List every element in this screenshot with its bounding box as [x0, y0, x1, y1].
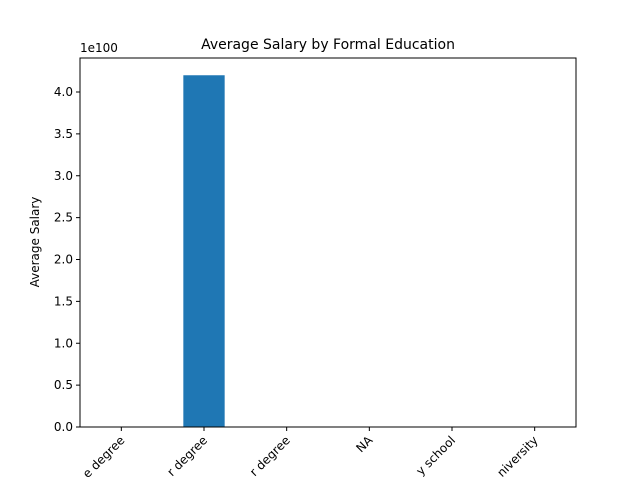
y-tick-label: 3.5	[54, 127, 73, 141]
plot-frame	[79, 57, 577, 428]
x-tick-label: e degree	[80, 433, 128, 480]
y-tick-label: 1.0	[54, 336, 73, 350]
y-tick-label: 0.0	[54, 420, 73, 434]
x-tick-label: y school	[413, 433, 458, 478]
y-tick-label: 2.0	[54, 253, 73, 267]
x-tick-label: r degree	[247, 433, 293, 479]
x-tick-label: r degree	[164, 433, 210, 479]
y-offset-label: 1e100	[80, 41, 118, 55]
x-tick-label: NA	[353, 433, 376, 456]
y-tick-label: 4.0	[54, 85, 73, 99]
y-axis-label: Average Salary	[28, 197, 42, 288]
y-tick-label: 2.5	[54, 211, 73, 225]
y-tick-label: 0.5	[54, 378, 73, 392]
chart-title: Average Salary by Formal Education	[201, 37, 455, 53]
y-tick-label: 3.0	[54, 169, 73, 183]
x-tick-label: niversity	[494, 433, 540, 479]
y-tick-label: 1.5	[54, 294, 73, 308]
bar	[183, 75, 225, 427]
